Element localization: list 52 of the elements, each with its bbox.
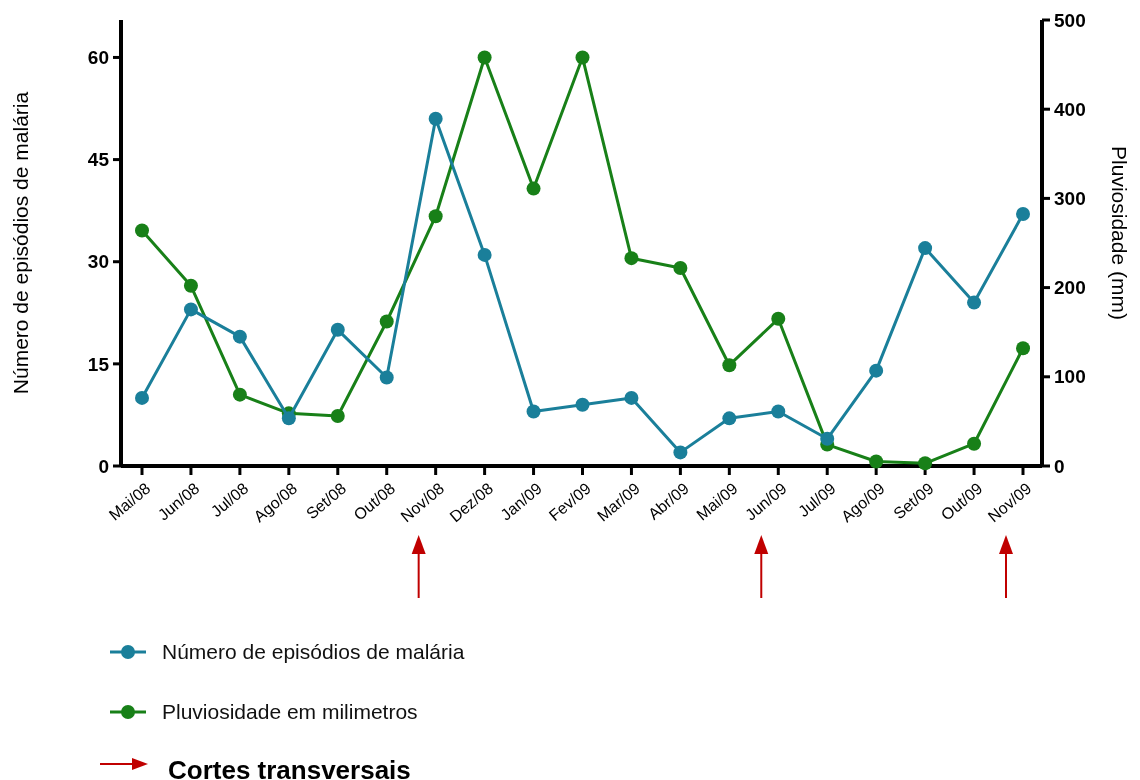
point: [918, 456, 933, 471]
point: [575, 50, 590, 65]
point: [673, 445, 688, 460]
point: [1016, 341, 1030, 356]
point: [526, 181, 541, 196]
point: [575, 397, 590, 412]
point: [1016, 207, 1030, 222]
point: [722, 358, 737, 373]
point: [232, 387, 247, 402]
point: [624, 251, 639, 266]
y-axis-title: Número de episódios de malária: [9, 91, 32, 395]
point: [330, 409, 345, 424]
point: [673, 260, 688, 275]
point: [281, 411, 296, 426]
point: [624, 390, 639, 405]
point: [183, 302, 198, 317]
point: [379, 314, 394, 329]
y2-tick-label: 100: [1054, 366, 1086, 388]
point: [135, 223, 149, 238]
point: [526, 404, 541, 419]
point: [967, 295, 982, 310]
point: [428, 209, 443, 224]
point: [722, 411, 737, 426]
point: [135, 390, 149, 405]
y-tick-label: 30: [87, 251, 109, 273]
point: [477, 247, 492, 262]
point: [918, 241, 933, 256]
point: [771, 404, 786, 419]
y2-axis-title: Pluviosidade (mm): [1108, 146, 1131, 320]
y2-tick-label: 300: [1054, 188, 1086, 210]
y2-tick-label: 200: [1054, 277, 1086, 299]
y-tick-label: 60: [87, 47, 109, 69]
y2-tick-label: 500: [1054, 9, 1086, 31]
y2-tick-label: 400: [1054, 98, 1086, 120]
legend-label: Número de episódios de malária: [162, 640, 465, 664]
point: [477, 50, 492, 65]
legend-label: Pluviosidade em milimetros: [162, 700, 418, 724]
point: [771, 311, 786, 326]
point: [379, 370, 394, 385]
point: [232, 329, 247, 344]
y-tick-label: 45: [87, 149, 110, 171]
point: [869, 454, 884, 469]
y-tick-label: 0: [98, 455, 109, 477]
text: Cortes transversais: [168, 755, 411, 780]
point: [330, 322, 345, 337]
point: [967, 436, 982, 451]
y-tick-label: 15: [87, 353, 110, 375]
y2-tick-label: 0: [1054, 455, 1065, 477]
point: [820, 431, 835, 446]
point: [428, 111, 443, 126]
point: [183, 278, 198, 293]
point: [869, 363, 884, 378]
